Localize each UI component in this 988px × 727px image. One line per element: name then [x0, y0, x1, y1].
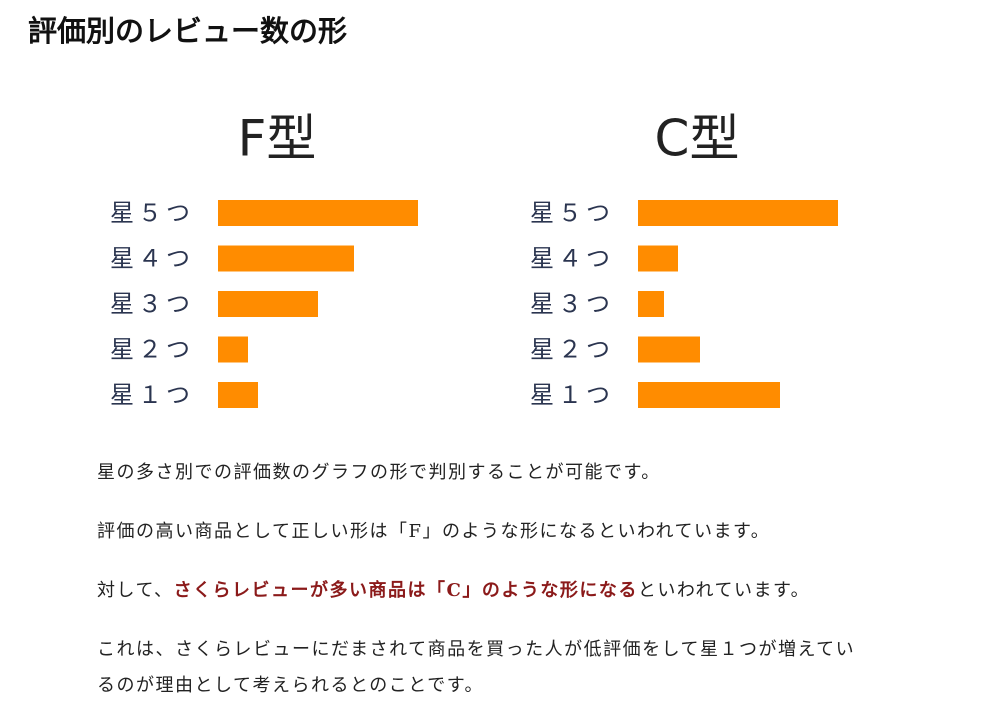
paragraph: 星の多さ別での評価数のグラフの形で判別することが可能です。 [97, 462, 661, 483]
category-label: 星３つ [530, 290, 614, 318]
text: といわれています。 [637, 580, 811, 601]
bar [218, 336, 248, 363]
bar [218, 200, 418, 226]
bar [638, 382, 780, 408]
category-label: 星１つ [110, 381, 194, 409]
bar [218, 245, 354, 272]
category-label: 星２つ [530, 336, 614, 364]
bar [638, 245, 678, 272]
paragraph: 対して、さくらレビューが多い商品は「C」のような形になるといわれています。 [97, 573, 862, 609]
chart-title: C型 [655, 110, 740, 168]
emphasis: さくらレビューが多い商品は「C」のような形になる [173, 580, 638, 601]
bar [638, 291, 664, 317]
page-title: 評価別のレビュー数の形 [28, 14, 348, 48]
category-label: 星４つ [530, 245, 614, 273]
chart-title: F型 [238, 110, 317, 168]
text: 対して、 [97, 580, 174, 601]
bar [218, 291, 318, 317]
paragraph: これは、さくらレビューにだまされて商品を買った人が低評価をして星１つが増えている… [97, 639, 856, 696]
category-label: 星４つ [110, 245, 194, 273]
category-label: 星５つ [530, 199, 614, 227]
category-label: 星３つ [110, 290, 194, 318]
bar [638, 336, 700, 363]
category-label: 星２つ [110, 336, 194, 364]
category-label: 星５つ [110, 199, 194, 227]
category-label: 星１つ [530, 381, 614, 409]
bar [218, 382, 258, 408]
paragraph: 評価の高い商品として正しい形は「F」のような形になるといわれています。 [97, 521, 771, 542]
bar [638, 200, 838, 226]
